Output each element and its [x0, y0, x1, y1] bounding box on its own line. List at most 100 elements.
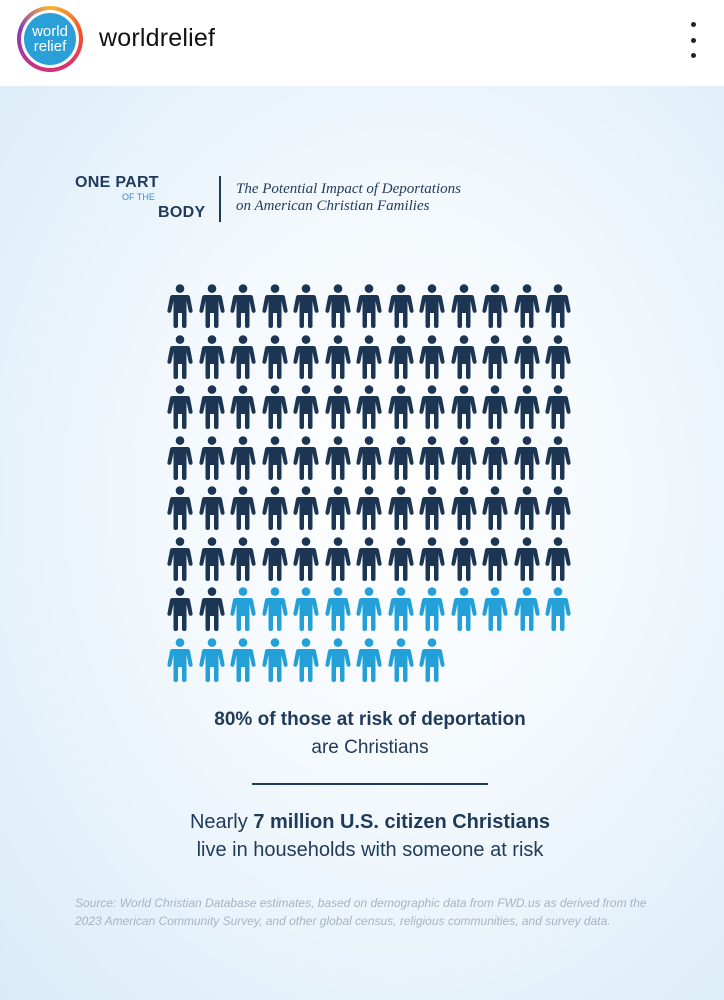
person-icon	[324, 486, 351, 530]
person-icon	[324, 637, 351, 682]
person-icon	[419, 486, 445, 530]
person-icon	[513, 587, 540, 631]
person-icon	[387, 284, 414, 328]
person-icon	[419, 334, 445, 379]
person-icon	[387, 435, 414, 480]
person-icon	[167, 637, 193, 682]
person-icon	[261, 385, 288, 429]
person-icon	[387, 587, 414, 631]
person-icon	[356, 284, 382, 328]
stat2-highlight: 7 million U.S. citizen Christians	[253, 811, 551, 833]
person-icon	[387, 536, 414, 581]
person-icon	[293, 385, 319, 429]
person-icon	[261, 536, 288, 581]
username[interactable]: worldrelief	[99, 24, 216, 52]
person-icon	[261, 486, 288, 530]
person-icon	[450, 385, 477, 429]
infographic-subtitle: The Potential Impact of Deportations on …	[236, 181, 461, 215]
person-icon	[293, 587, 319, 631]
person-icon-grid	[165, 284, 577, 684]
person-icon	[356, 385, 382, 429]
person-icon	[167, 284, 193, 328]
person-icon	[482, 435, 508, 480]
world-relief-logo: world relief	[24, 13, 76, 65]
stat-deportation-risk: 80% of those at risk of deportation are …	[0, 706, 724, 762]
person-icon	[230, 334, 256, 379]
person-icon	[324, 536, 351, 581]
more-vertical-icon[interactable]	[678, 22, 708, 58]
avatar[interactable]: world relief	[17, 6, 83, 72]
person-icon	[230, 385, 256, 429]
person-icon	[293, 284, 319, 328]
person-icon	[545, 334, 571, 379]
person-icon	[482, 486, 508, 530]
person-icon	[261, 587, 288, 631]
person-icon	[482, 385, 508, 429]
brand-line-1: ONE PART	[75, 174, 159, 191]
person-icon	[198, 385, 225, 429]
person-icon	[167, 385, 193, 429]
person-icon	[261, 334, 288, 379]
person-icon	[167, 587, 193, 631]
person-icon	[356, 486, 382, 530]
brand-divider	[219, 176, 221, 222]
person-icon	[167, 334, 193, 379]
person-icon	[545, 587, 571, 631]
stat2-subline: live in households with someone at risk	[196, 839, 544, 861]
person-icon	[198, 587, 225, 631]
person-icon	[167, 536, 193, 581]
person-icon	[198, 284, 225, 328]
person-icon	[419, 385, 445, 429]
person-icon	[545, 486, 571, 530]
person-icon	[230, 587, 256, 631]
person-icon	[198, 334, 225, 379]
person-icon	[513, 435, 540, 480]
person-icon	[545, 385, 571, 429]
person-icon	[356, 334, 382, 379]
person-icon	[261, 435, 288, 480]
person-icon	[198, 536, 225, 581]
person-icon	[450, 486, 477, 530]
person-icon	[230, 284, 256, 328]
person-icon	[198, 486, 225, 530]
stat2-prefix: Nearly	[189, 811, 254, 833]
person-icon	[387, 486, 414, 530]
person-icon	[167, 486, 193, 530]
person-icon	[356, 587, 382, 631]
person-icon	[545, 284, 571, 328]
person-icon	[419, 284, 445, 328]
person-icon	[230, 486, 256, 530]
person-icon	[230, 637, 256, 682]
person-icon	[513, 284, 540, 328]
person-icon	[261, 637, 288, 682]
person-icon	[513, 536, 540, 581]
person-icon	[482, 536, 508, 581]
stat1-subline: are Christians	[311, 737, 429, 758]
person-icon	[450, 334, 477, 379]
person-icon	[293, 486, 319, 530]
person-icon	[167, 435, 193, 480]
person-icon	[545, 435, 571, 480]
person-icon	[419, 536, 445, 581]
person-icon	[293, 435, 319, 480]
person-icon	[261, 284, 288, 328]
person-icon	[356, 637, 382, 682]
person-icon	[513, 385, 540, 429]
person-icon	[450, 284, 477, 328]
person-icon	[230, 536, 256, 581]
person-icon	[482, 587, 508, 631]
person-icon	[198, 435, 225, 480]
person-icon	[482, 334, 508, 379]
person-icon	[356, 536, 382, 581]
avatar-logo-text-2: relief	[33, 38, 67, 55]
stat1-headline: 80% of those at risk of deportation	[214, 709, 526, 730]
avatar-logo-text-1: world	[32, 23, 68, 40]
person-icon	[293, 637, 319, 682]
person-icon	[419, 637, 445, 682]
person-icon	[324, 435, 351, 480]
brand-line-3: BODY	[158, 204, 206, 221]
person-icon	[513, 486, 540, 530]
person-icon	[419, 435, 445, 480]
person-icon	[293, 536, 319, 581]
stat-divider	[252, 783, 488, 785]
